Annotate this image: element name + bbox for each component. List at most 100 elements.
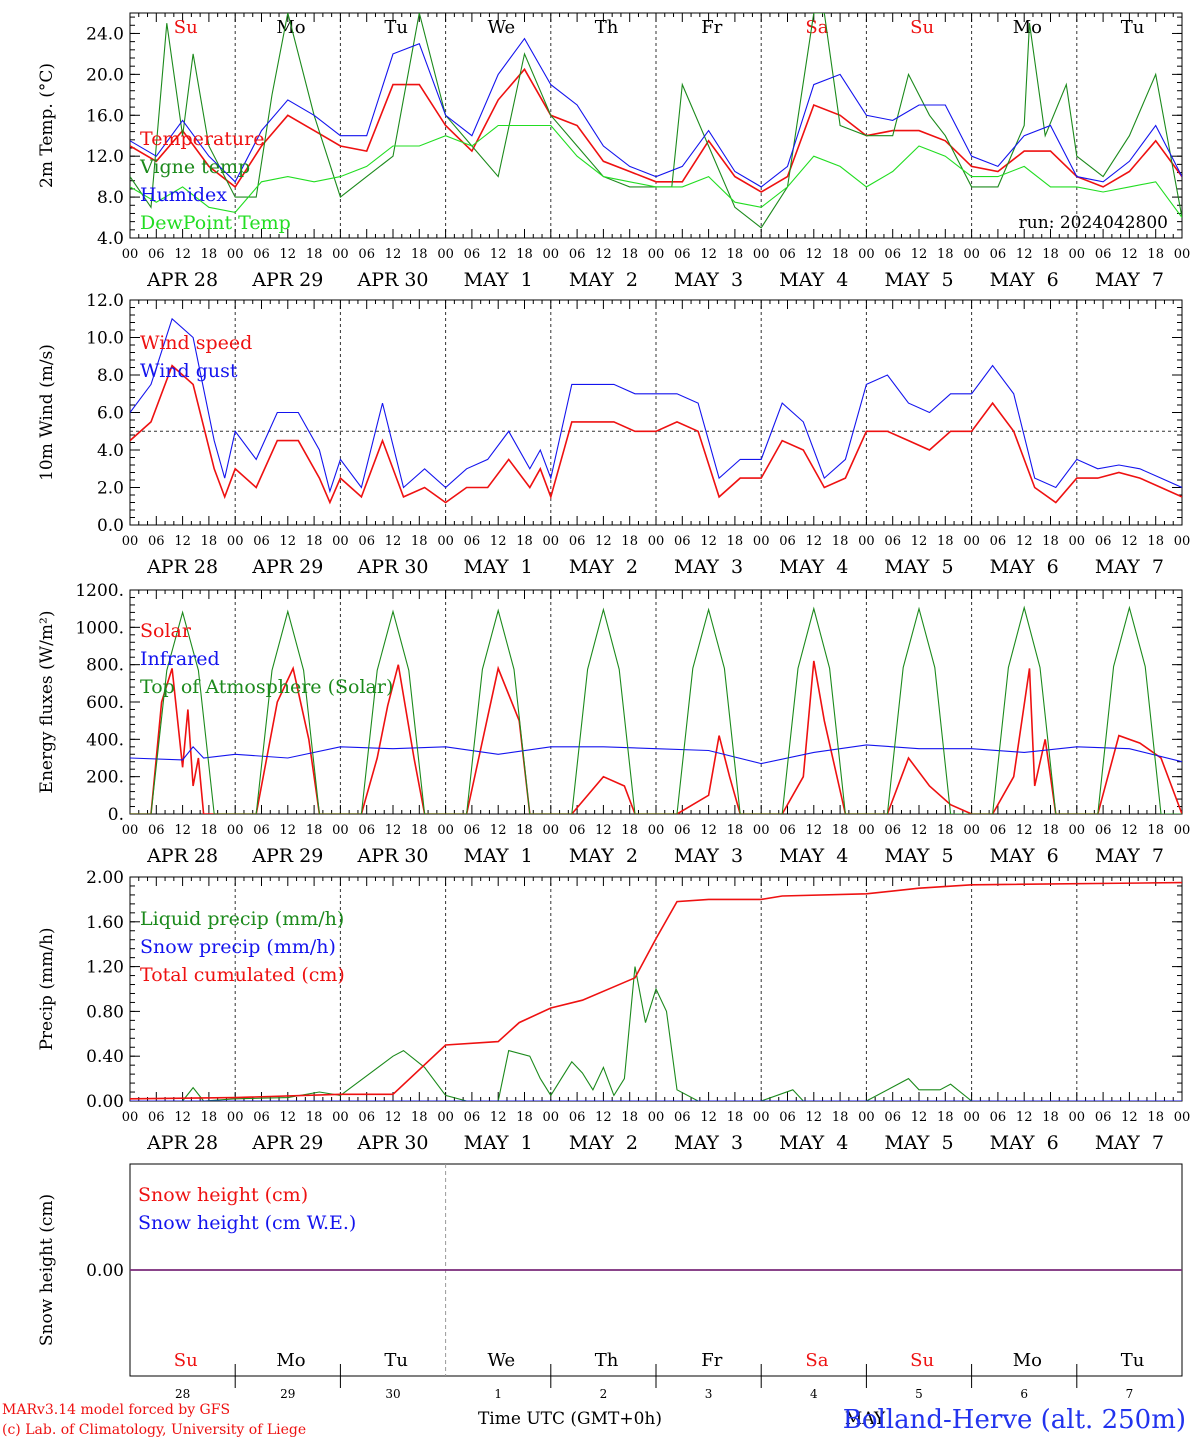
hour-label-0-2-1: 06 — [358, 247, 375, 262]
hour-label-1-3-0: 00 — [437, 534, 454, 549]
hour-label-3-2-2: 12 — [385, 1110, 402, 1125]
hour-label-2-7-2: 12 — [911, 823, 928, 838]
hour-label-3-4-3: 18 — [621, 1110, 638, 1125]
hour-label-2-3-3: 18 — [516, 823, 533, 838]
day-number-4: 2 — [600, 1387, 608, 1401]
hour-label-2-2-3: 18 — [411, 823, 428, 838]
hour-label-3-6-0: 00 — [753, 1110, 770, 1125]
hour-label-2-0-3: 18 — [201, 823, 218, 838]
hour-label-3-6-1: 06 — [779, 1110, 796, 1125]
hour-label-0-5-3: 18 — [727, 247, 744, 262]
hour-label-0-6-1: 06 — [779, 247, 796, 262]
legend-entry-1-0: Wind speed — [140, 332, 252, 354]
hour-label-2-1-1: 06 — [253, 823, 270, 838]
hour-label-1-9-1: 06 — [1095, 534, 1112, 549]
legend-entry-2-0: Solar — [140, 620, 192, 642]
y-tick-label-1-4: 8.0 — [97, 366, 124, 386]
hour-label-2-5-3: 18 — [727, 823, 744, 838]
date-label-3-6: MAY 4 — [779, 1132, 848, 1154]
hour-label-3-2-3: 18 — [411, 1110, 428, 1125]
date-label-0-5: MAY 3 — [674, 269, 743, 291]
hour-label-3-9-2: 12 — [1121, 1110, 1138, 1125]
hour-label-1-1-0: 00 — [227, 534, 244, 549]
day-number-8: 6 — [1020, 1387, 1028, 1401]
hour-label-2-1-0: 00 — [227, 823, 244, 838]
day-number-1: 29 — [280, 1387, 295, 1401]
hour-label-3-7-2: 12 — [911, 1110, 928, 1125]
date-label-0-3: MAY 1 — [464, 269, 533, 291]
date-label-3-1: APR 29 — [251, 1132, 323, 1154]
date-label-2-6: MAY 4 — [779, 845, 848, 867]
hour-label-0-8-3: 18 — [1042, 247, 1059, 262]
date-label-3-4: MAY 2 — [569, 1132, 638, 1154]
y-tick-label-0-0: 4.0 — [97, 229, 124, 249]
x-axis-label: Time UTC (GMT+0h) — [478, 1409, 662, 1429]
day-name-4-3: We — [488, 1350, 516, 1371]
hour-label-3-4-0: 00 — [543, 1110, 560, 1125]
hour-label-final-3: 00 — [1174, 1110, 1191, 1125]
date-label-3-8: MAY 6 — [990, 1132, 1059, 1154]
hour-label-1-5-3: 18 — [727, 534, 744, 549]
legend-entry-2-1: Infrared — [140, 648, 220, 670]
month-label: MAY — [845, 1409, 886, 1429]
day-name-0-9: Tu — [1121, 17, 1145, 38]
hour-label-2-8-0: 00 — [963, 823, 980, 838]
hour-label-2-3-1: 06 — [464, 823, 481, 838]
date-label-1-7: MAY 5 — [884, 556, 953, 578]
hour-label-0-3-3: 18 — [516, 247, 533, 262]
hour-label-3-7-3: 18 — [937, 1110, 954, 1125]
run-label: run: 2024042800 — [1019, 213, 1168, 233]
hour-label-3-1-2: 12 — [280, 1110, 297, 1125]
hour-label-1-1-3: 18 — [306, 534, 323, 549]
date-label-3-0: APR 28 — [146, 1132, 218, 1154]
date-label-1-8: MAY 6 — [990, 556, 1059, 578]
date-label-2-5: MAY 3 — [674, 845, 743, 867]
y-axis-label-2: Energy fluxes (W/m²) — [37, 611, 57, 794]
y-tick-label-3-0: 0.00 — [86, 1092, 124, 1112]
day-number-7: 5 — [915, 1387, 923, 1401]
hour-label-2-3-0: 00 — [437, 823, 454, 838]
legend-entry-0-0: Temperature — [140, 128, 264, 150]
y-tick-label-3-3: 1.20 — [86, 958, 124, 978]
hour-label-1-0-1: 06 — [148, 534, 165, 549]
hour-label-2-4-1: 06 — [569, 823, 586, 838]
day-name-4-2: Tu — [384, 1350, 408, 1371]
day-number-3: 1 — [494, 1387, 502, 1401]
hour-label-2-9-0: 00 — [1069, 823, 1086, 838]
hour-label-2-0-1: 06 — [148, 823, 165, 838]
legend-entry-2-2: Top of Atmosphere (Solar) — [140, 676, 393, 698]
hour-label-2-2-0: 00 — [332, 823, 349, 838]
day-name-0-1: Mo — [276, 17, 305, 38]
hour-label-3-3-2: 12 — [490, 1110, 507, 1125]
date-label-0-1: APR 29 — [251, 269, 323, 291]
hour-label-0-7-1: 06 — [884, 247, 901, 262]
y-tick-label-1-1: 2.0 — [97, 479, 124, 499]
hour-label-1-2-3: 18 — [411, 534, 428, 549]
hour-label-2-1-3: 18 — [306, 823, 323, 838]
series-line-2-1 — [130, 744, 1182, 765]
date-label-3-5: MAY 3 — [674, 1132, 743, 1154]
hour-label-3-1-0: 00 — [227, 1110, 244, 1125]
y-tick-label-1-6: 12.0 — [86, 291, 124, 311]
hour-label-3-0-2: 12 — [174, 1110, 191, 1125]
date-label-1-9: MAY 7 — [1095, 556, 1164, 578]
y-axis-label-0: 2m Temp. (°C) — [37, 63, 57, 188]
y-axis-label-3: Precip (mm/h) — [37, 927, 57, 1050]
hour-label-2-4-2: 12 — [595, 823, 612, 838]
hour-label-1-9-2: 12 — [1121, 534, 1138, 549]
hour-label-2-1-2: 12 — [280, 823, 297, 838]
hour-label-2-6-0: 00 — [753, 823, 770, 838]
y-tick-label-3-2: 0.80 — [86, 1002, 124, 1022]
hour-label-2-8-3: 18 — [1042, 823, 1059, 838]
hour-label-3-3-3: 18 — [516, 1110, 533, 1125]
y-tick-label-1-3: 6.0 — [97, 404, 124, 424]
date-label-1-4: MAY 2 — [569, 556, 638, 578]
hour-label-2-7-3: 18 — [937, 823, 954, 838]
hour-label-0-9-3: 18 — [1147, 247, 1164, 262]
hour-label-1-0-3: 18 — [201, 534, 218, 549]
day-name-4-1: Mo — [276, 1350, 305, 1371]
hour-label-0-9-2: 12 — [1121, 247, 1138, 262]
hour-label-1-8-3: 18 — [1042, 534, 1059, 549]
hour-label-2-9-1: 06 — [1095, 823, 1112, 838]
hour-label-1-7-1: 06 — [884, 534, 901, 549]
